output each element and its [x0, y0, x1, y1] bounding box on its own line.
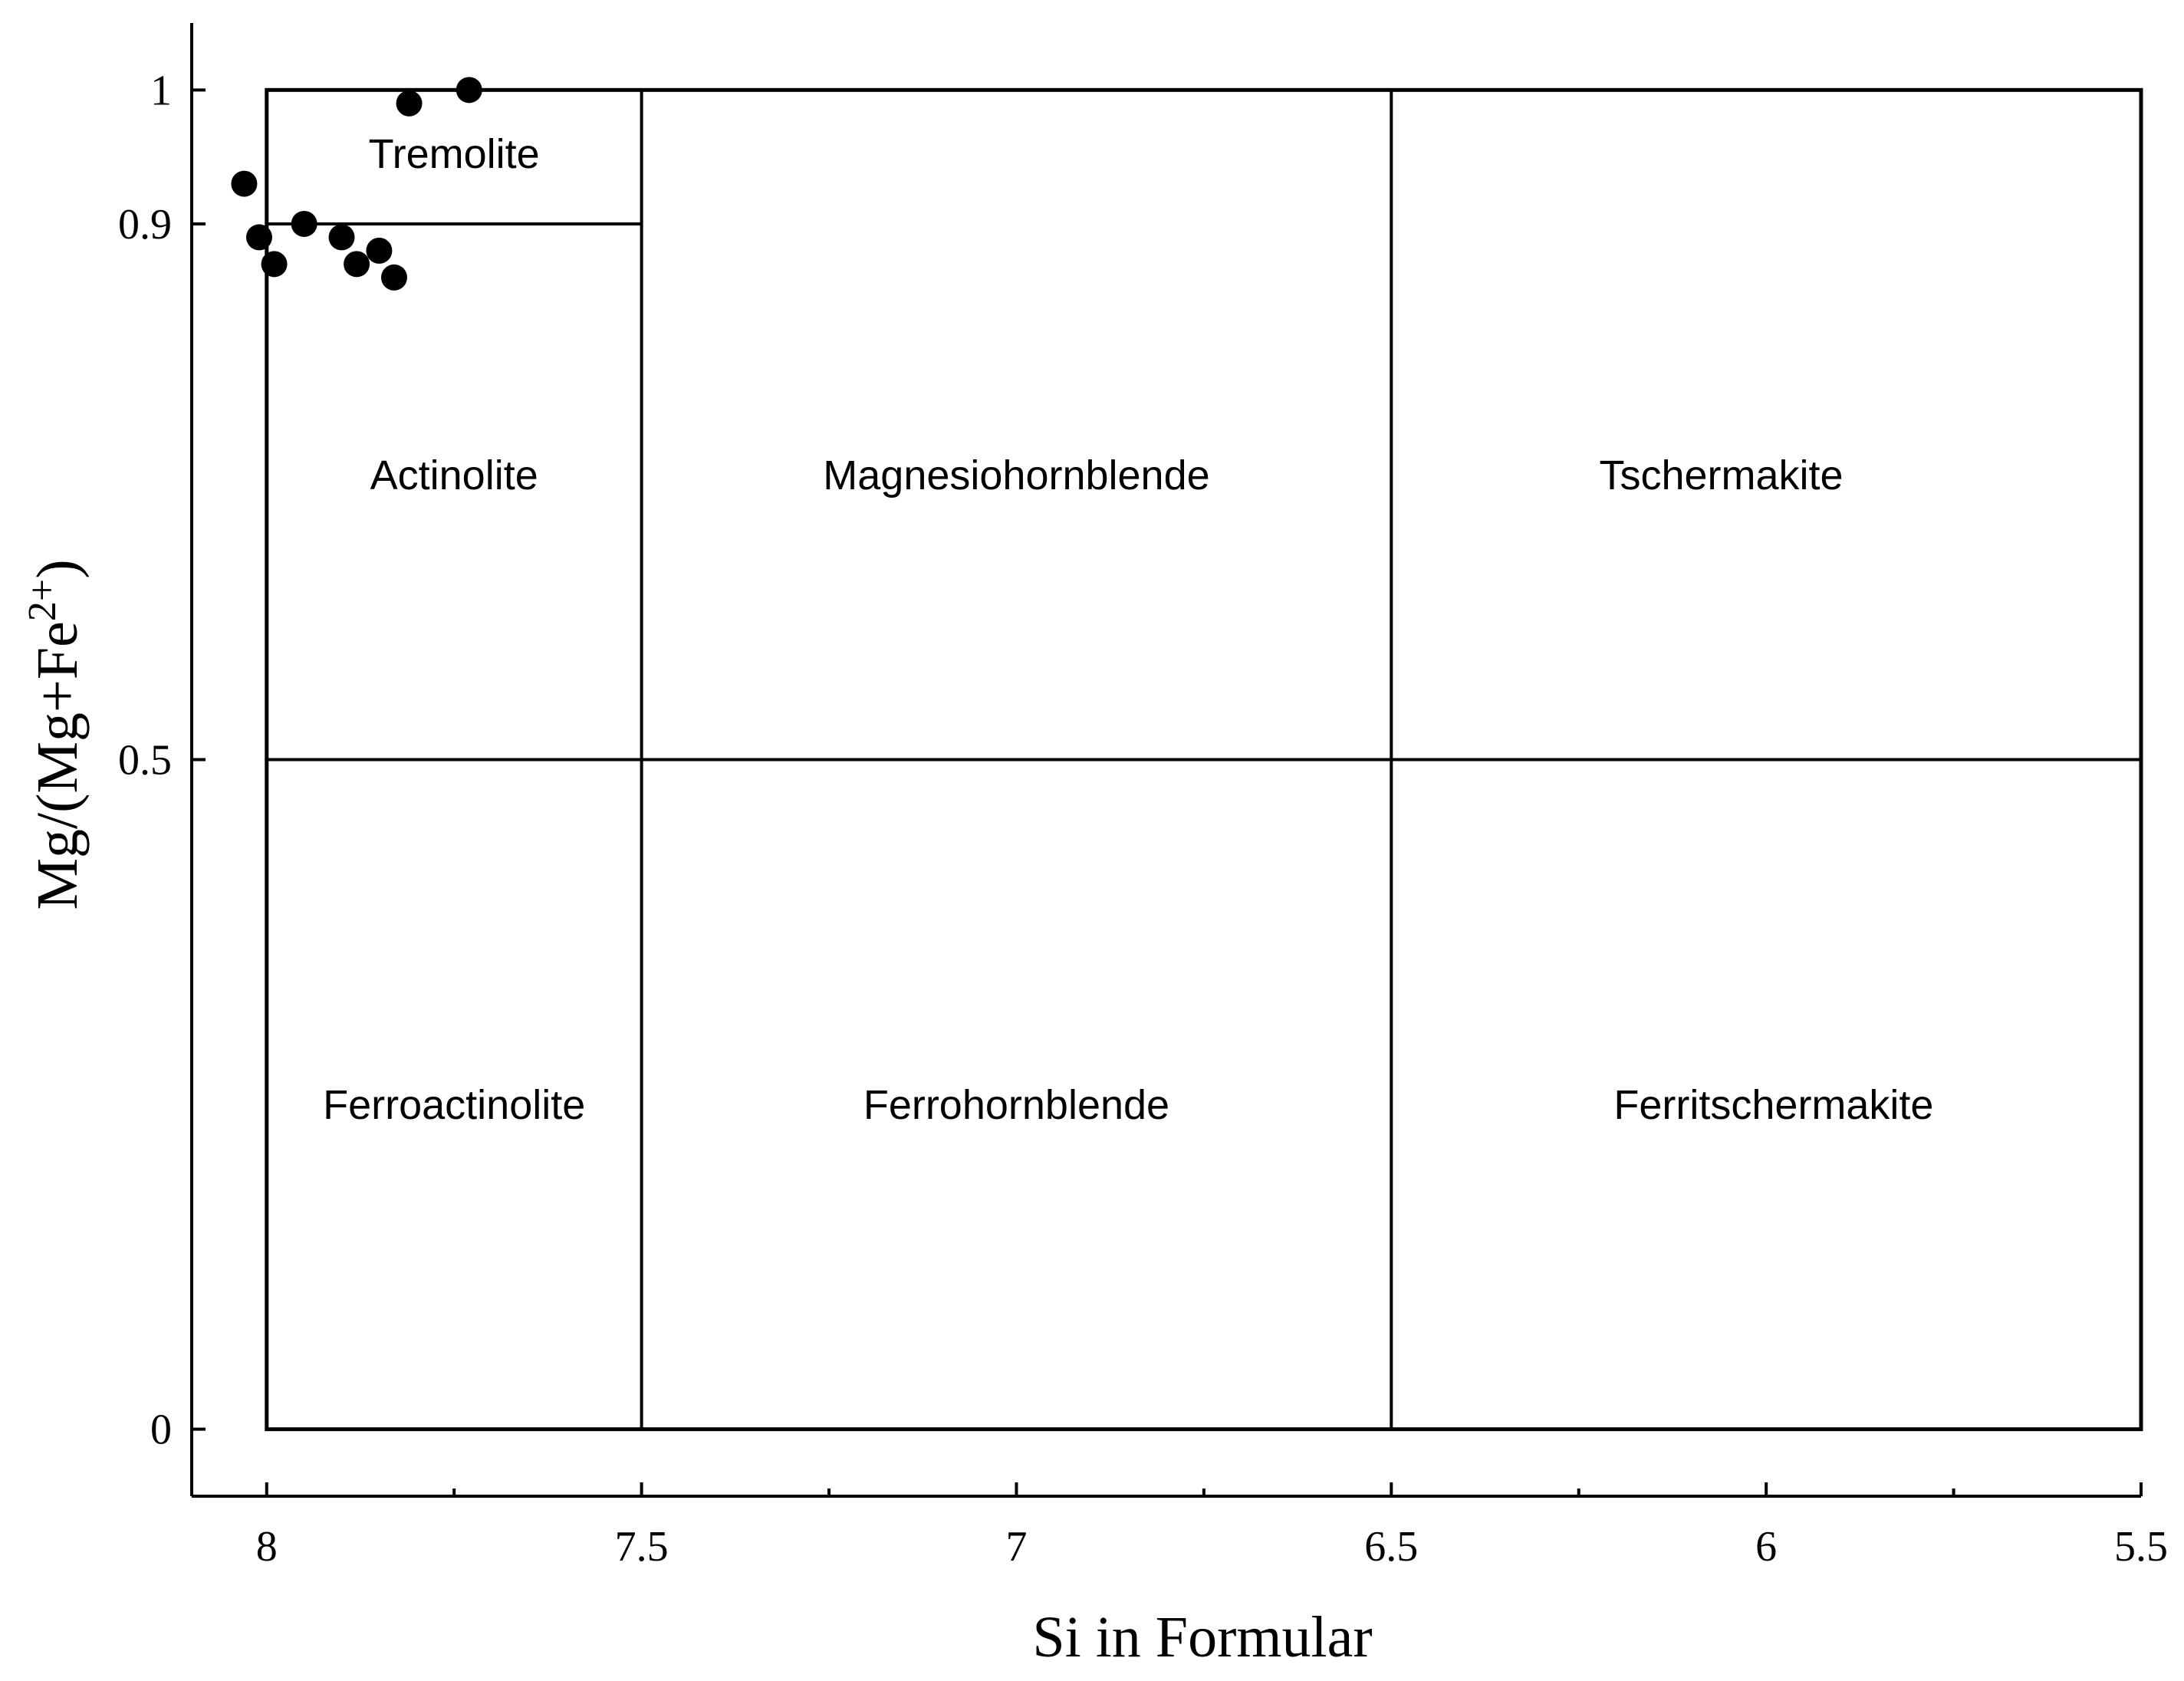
classification-fields: [265, 87, 2143, 1432]
data-point: [328, 224, 355, 251]
axes: 8 7.5 7 6.5 6 5.5 0 0.5 0.9 1: [118, 23, 2168, 1571]
field-label-ferrohornblende: Ferrohornblende: [863, 1082, 1169, 1128]
data-point: [366, 237, 393, 264]
data-point: [456, 77, 482, 104]
x-tick-label: 6: [1755, 1523, 1777, 1571]
y-axis-title-close: ): [25, 559, 90, 578]
data-point: [261, 251, 288, 278]
y-tick-label: 0.5: [118, 737, 172, 785]
data-point: [245, 224, 272, 251]
field-label-ferritschermakite: Ferritschermakite: [1613, 1082, 1933, 1128]
field-label-ferroactinolite: Ferroactinolite: [323, 1082, 585, 1128]
y-tick-label: 0: [150, 1406, 172, 1454]
data-point: [396, 90, 423, 117]
x-tick-label: 6.5: [1364, 1523, 1418, 1571]
data-point: [231, 170, 258, 197]
x-axis-title: Si in Formular: [1032, 1605, 1372, 1669]
field-label-actinolite: Actinolite: [370, 452, 538, 498]
y-axis-title-superscript: 2+: [21, 579, 64, 621]
y-axis-title-base: Mg/(Mg+Fe: [25, 621, 90, 910]
field-label-tremolite: Tremolite: [369, 131, 540, 177]
data-point: [344, 251, 370, 278]
y-axis-title: Mg/(Mg+Fe2+): [21, 559, 90, 910]
field-label-tschermakite: Tschermakite: [1599, 452, 1843, 498]
x-tick-label: 7: [1005, 1523, 1027, 1571]
data-point: [380, 264, 407, 291]
field-labels: Tremolite Actinolite Magnesiohornblende Tsc…: [323, 131, 1933, 1128]
x-tick-label: 7.5: [615, 1523, 669, 1571]
y-tick-label: 0.9: [118, 201, 172, 248]
data-points: [231, 77, 482, 291]
y-tick-label: 1: [150, 67, 172, 114]
x-tick-label: 8: [256, 1523, 278, 1571]
x-tick-label: 5.5: [2114, 1523, 2168, 1571]
field-label-magnesiohornblende: Magnesiohornblende: [823, 452, 1209, 498]
data-point: [291, 210, 317, 237]
